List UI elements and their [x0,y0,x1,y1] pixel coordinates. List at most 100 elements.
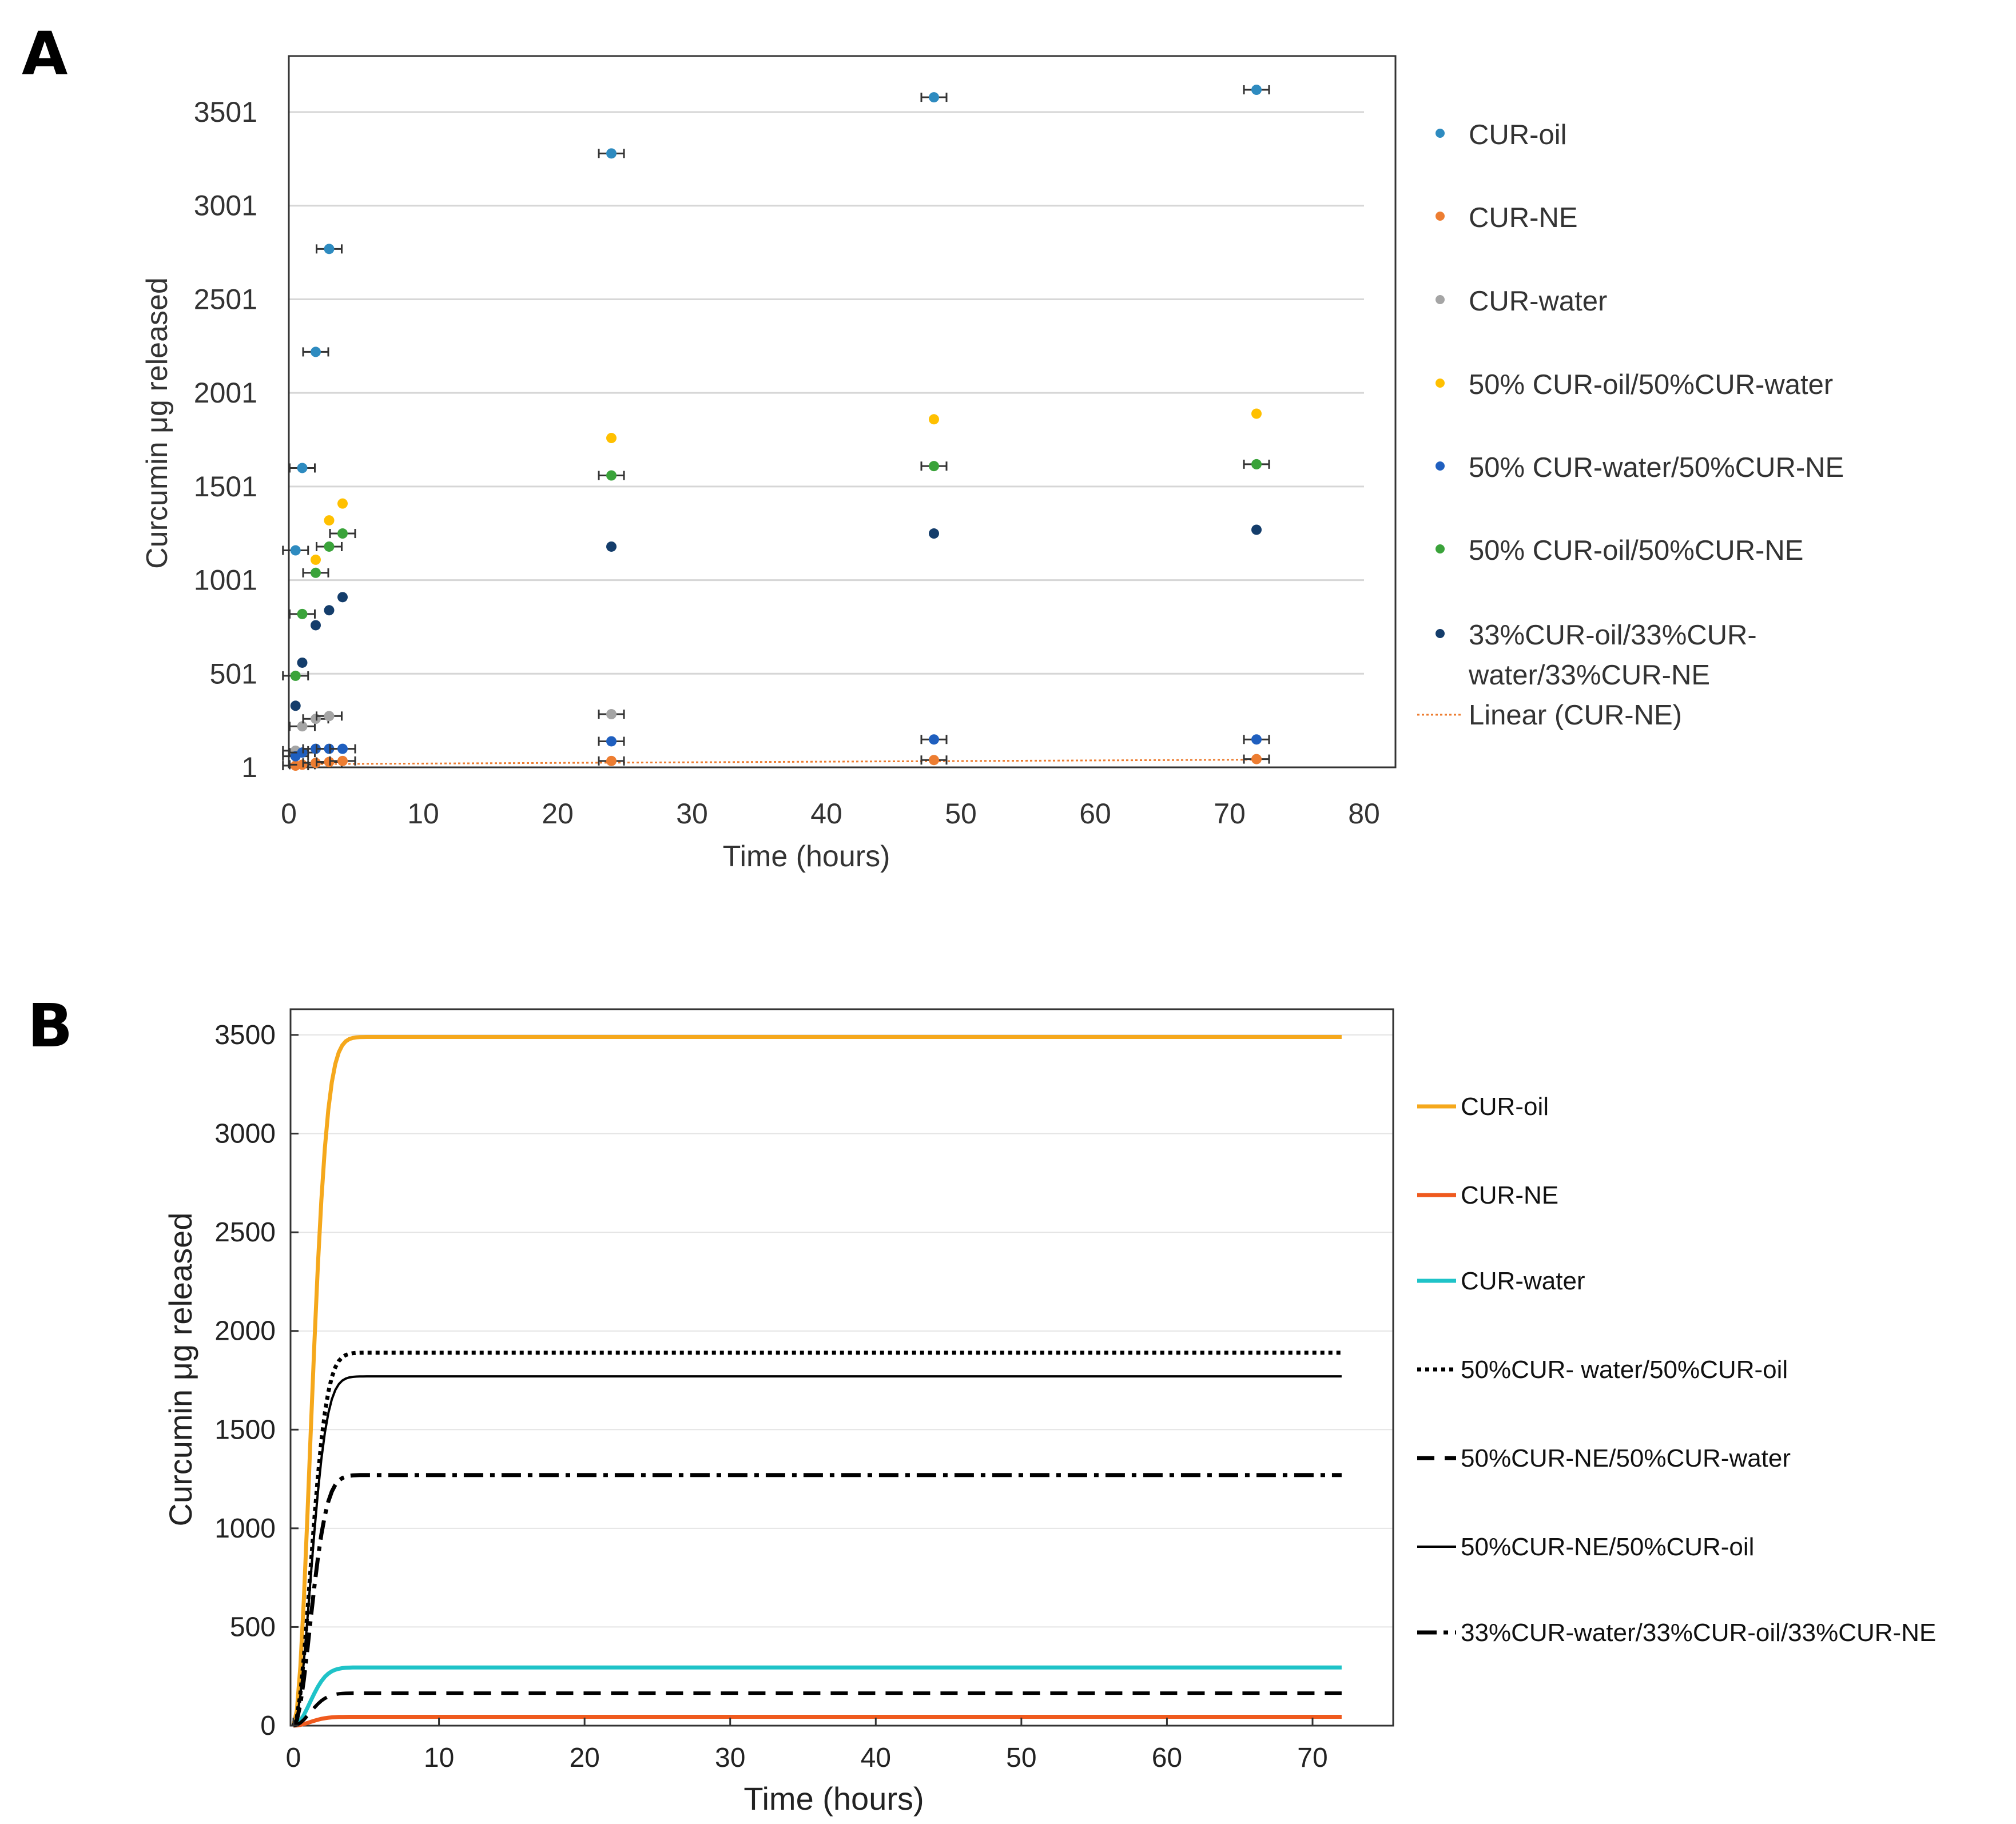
panel-a-y-tick-label: 1001 [194,564,257,596]
panel-a-series-50-cur-oil-50-cur-ne [282,459,1270,681]
panel-a-point [337,743,348,754]
panel-b-y-tick-label: 1500 [214,1415,276,1445]
panel-a-legend-marker [1436,379,1445,388]
panel-a-legend-item: Linear (CUR-NE) [1417,700,1682,731]
panel-b-line-cur-oil [291,1035,1342,1726]
panel-a-point [311,567,321,578]
panel-a-y-tick-label: 2001 [194,377,257,409]
panel-a-point [297,463,308,473]
panel-a-y-tick-label: 3501 [194,96,257,128]
panel-a-x-tick-label: 0 [281,798,297,830]
panel-b-x-axis-label: Time (hours) [743,1781,924,1817]
panel-b-legend-label: CUR-water [1461,1267,1585,1295]
panel-a-legend-label: CUR-NE [1469,202,1578,233]
panel-a-legend: CUR-oil CUR-NE CUR-water 50% CUR-oil/50%CUR… [1417,120,1844,731]
panel-b-legend-label: 50%CUR- water/50%CUR-oil [1461,1356,1788,1384]
panel-a-legend-label: 50% CUR-oil/50%CUR-NE [1469,535,1803,566]
panel-b-y-tick-label: 3500 [214,1020,276,1050]
panel-b-line-cur-water [292,1665,1342,1728]
panel-a-point [324,244,335,254]
panel-b-y-tick-label: 500 [230,1612,276,1642]
panel-a-point [929,414,939,425]
panel-b-legend: CUR-oil CUR-NE CUR-water 50%CUR- water/50%C… [1417,1093,1936,1647]
panel-b-legend-item: 50%CUR-NE/50%CUR-water [1417,1444,1791,1472]
panel-b-x-tick-label: 40 [861,1743,891,1773]
panel-b-line-cur-ne [293,1715,1342,1728]
panel-a-point [1251,734,1262,745]
panel-a-legend-marker [1436,295,1445,304]
panel-a-legend-marker [1436,212,1445,221]
panel-a-point [324,515,335,526]
panel-b-plot-frame [289,1008,1394,1727]
panel-a-point [929,92,939,103]
panel-a-legend-label: Linear (CUR-NE) [1469,700,1682,731]
panel-a-legend-marker [1436,129,1445,138]
panel-a-point [1251,754,1262,764]
panel-a-legend-marker [1436,544,1445,553]
panel-a-x-ticks: 0 10 20 30 40 50 60 70 80 [281,798,1380,830]
panel-a-point [606,148,617,159]
panel-a-series-cur-ne [282,754,1270,771]
panel-b-y-axis-label: Curcumin μg released [162,1213,198,1527]
panel-b-y-tick-label: 2500 [214,1217,276,1248]
panel-a-x-tick-label: 30 [676,798,708,830]
panel-a-point [290,670,301,681]
panel-a-y-tick-label: 501 [210,658,257,690]
panel-a-point [606,470,617,481]
panel-a-legend-item: 33%CUR-oil/33%CUR-water/33%CUR-NE [1436,620,1757,691]
panel-b-legend-label: 50%CUR-NE/50%CUR-oil [1461,1533,1754,1561]
panel-b-y-tick-label: 2000 [214,1316,276,1347]
panel-a: A 0 10 20 30 40 50 60 70 80 15011001150120012501… [22,19,1844,873]
panel-b-x-tick-label: 50 [1006,1743,1036,1773]
panel-b-line-50-cur-ne-50-cur-oil [292,1375,1342,1726]
panel-a-legend-item: 50% CUR-water/50%CUR-NE [1436,452,1844,483]
panel-a-x-tick-label: 40 [810,798,842,830]
panel-b-label: B [27,991,73,1061]
panel-b-legend-label: 33%CUR-water/33%CUR-oil/33%CUR-NE [1461,1619,1936,1647]
panel-a-x-tick-label: 70 [1214,798,1246,830]
panel-b-legend-label: CUR-oil [1461,1093,1549,1121]
panel-a-x-tick-label: 20 [542,798,574,830]
panel-a-grid [289,111,1364,675]
panel-a-point [1251,408,1262,419]
panel-a-legend-item: CUR-NE [1436,202,1578,233]
panel-a-legend-label: 50% CUR-oil/50%CUR-water [1469,369,1833,400]
panel-b-legend-label: 50%CUR-NE/50%CUR-water [1461,1444,1791,1472]
panel-b-legend-item: 50%CUR- water/50%CUR-oil [1417,1356,1788,1384]
panel-a-series-cur-oil [282,85,1270,556]
panel-a-point [324,541,335,552]
panel-a-legend-marker [1436,629,1445,638]
panel-a-series-50-cur-water-50-cur-ne [282,734,1270,762]
panel-a-point [311,554,321,565]
panel-b-legend-item: 50%CUR-NE/50%CUR-oil [1417,1533,1754,1561]
panel-b-line-50-cur-ne-50-cur-water [293,1691,1342,1727]
panel-b-x-ticks: 0 10 20 30 40 50 60 70 [286,1718,1328,1773]
panel-a-point [337,498,348,509]
panel-a-point [324,605,335,616]
panel-a-point [290,700,301,711]
panel-b-x-tick-label: 70 [1297,1743,1327,1773]
panel-b-x-tick-label: 60 [1152,1743,1182,1773]
panel-a-point [929,755,939,766]
panel-a-legend-label: 50% CUR-water/50%CUR-NE [1469,452,1844,483]
panel-a-legend-item: CUR-oil [1436,120,1567,150]
panel-a-point [929,461,939,472]
panel-a-point [606,736,617,747]
panel-a-legend-item: 50% CUR-oil/50%CUR-NE [1436,535,1803,566]
panel-a-legend-label: water/33%CUR-NE [1468,660,1710,691]
panel-a-point [297,721,308,732]
panel-a-point [311,347,321,357]
panel-b-legend-item: CUR-water [1417,1267,1585,1295]
panel-b-y-tick-label: 0 [260,1711,276,1741]
panel-a-point [1251,85,1262,95]
panel-a-x-tick-label: 60 [1079,798,1111,830]
panel-b-line-33-cur-water-33-cur-oil-33-cur-ne [292,1473,1342,1727]
panel-a-trendline [288,759,1257,765]
panel-b: B 0 10 20 30 40 50 60 70 0 500 1000 1500 2000 2500 30… [27,991,1936,1817]
panel-a-series-50-cur-oil-50-cur-water [311,408,1262,565]
panel-a-point [311,620,321,631]
panel-a-point [337,528,348,539]
panel-b-y-tick-label: 1000 [214,1514,276,1544]
panel-a-point [606,709,617,720]
